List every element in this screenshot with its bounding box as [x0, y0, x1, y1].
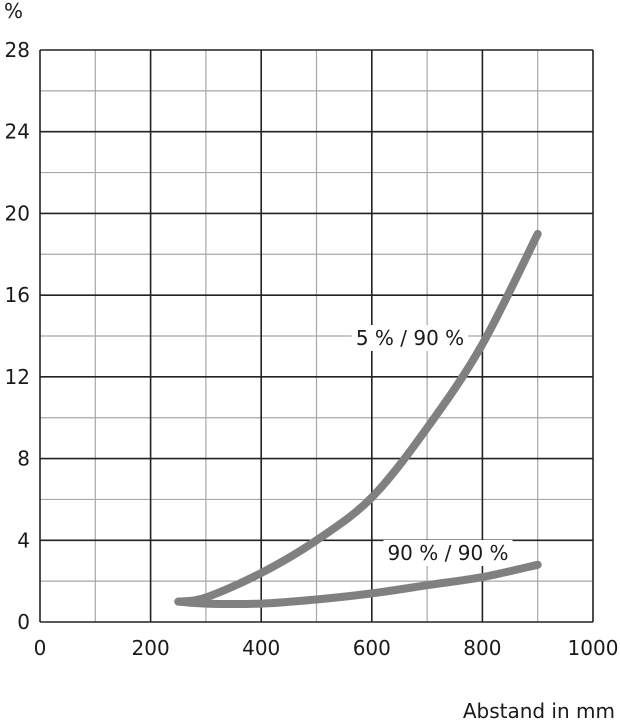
series-label-backdrop: [351, 325, 469, 351]
series-label-backdrop: [383, 540, 513, 566]
y-tick-label: 8: [17, 447, 30, 471]
y-tick-label: 4: [17, 528, 30, 552]
x-tick-label: 1000: [568, 636, 619, 660]
series-line-1: [174, 229, 542, 606]
x-tick-label: 200: [132, 636, 170, 660]
x-tick-label: 800: [463, 636, 501, 660]
y-axis-title: %: [4, 0, 23, 23]
minor-gridlines: [40, 50, 593, 622]
x-tick-label: 400: [242, 636, 280, 660]
y-tick-label: 20: [5, 201, 30, 225]
x-axis-title: Abstand in mm: [463, 699, 615, 720]
series-layer: 5 % / 90 % 90 % / 90 %: [174, 229, 542, 609]
x-tick-label: 600: [353, 636, 391, 660]
tick-labels: 0 200 400 600 800 1000 0 4 8 12 16 20 24 28: [5, 38, 619, 660]
y-tick-label: 16: [5, 283, 30, 307]
x-tick-label: 0: [34, 636, 47, 660]
y-tick-label: 0: [17, 610, 30, 634]
series-line-2: [174, 560, 542, 609]
y-tick-label: 12: [5, 365, 30, 389]
y-tick-label: 28: [5, 38, 30, 62]
series-label-2: 90 % / 90 %: [387, 541, 508, 565]
y-tick-label: 24: [5, 120, 30, 144]
series-label-1: 5 % / 90 %: [356, 326, 464, 350]
